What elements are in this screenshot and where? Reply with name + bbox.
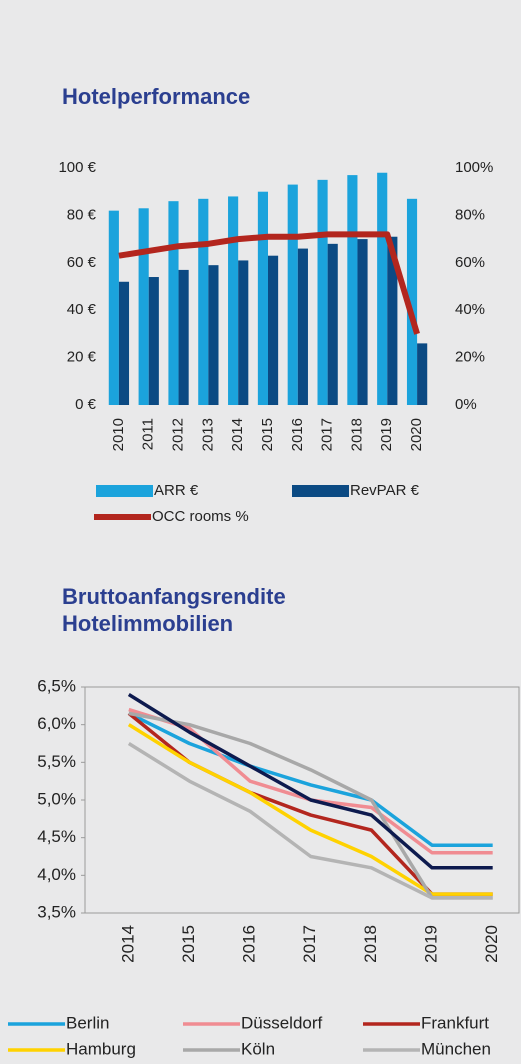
chart-title: Bruttoanfangsrendite Hotelimmobilien (62, 584, 286, 636)
bar (317, 179, 328, 405)
x-tick-label: 2018 (348, 418, 365, 451)
bar (178, 269, 189, 405)
bar (168, 201, 179, 405)
bar (327, 243, 338, 405)
legend-label: München (421, 1039, 491, 1058)
legend-label: Berlin (66, 1013, 109, 1032)
y2-tick-label: 0% (455, 396, 477, 413)
x-tick-label: 2020 (408, 418, 425, 451)
bar (297, 248, 308, 405)
y-tick-label: 6,0% (37, 714, 76, 733)
y-tick-label: 5,0% (37, 789, 76, 808)
bar (377, 172, 388, 405)
bar (387, 236, 398, 405)
y-tick-label: 20 € (67, 349, 97, 366)
bar (238, 260, 249, 405)
legend-swatch (96, 485, 153, 497)
bar (108, 210, 119, 405)
bar (268, 255, 279, 405)
y2-tick-label: 80% (455, 206, 485, 223)
x-tick-label: 2011 (140, 418, 157, 450)
line-series (127, 742, 493, 900)
x-tick-label: 2017 (319, 418, 336, 451)
y-tick-label: 100 € (58, 159, 96, 176)
line-series (128, 711, 493, 847)
line-series (118, 231, 420, 335)
bar (257, 191, 268, 405)
y-tick-label: 60 € (67, 254, 97, 271)
x-tick-label: 2016 (240, 925, 259, 963)
y-tick-label: 80 € (67, 206, 97, 223)
line-series (127, 723, 493, 896)
x-tick-label: 2012 (170, 418, 187, 451)
y-tick-label: 4,0% (37, 865, 76, 884)
bar (406, 198, 418, 405)
chart-title: Hotelperformance (62, 84, 251, 109)
y2-tick-label: 20% (455, 349, 485, 366)
bar (417, 343, 428, 405)
bar (118, 281, 130, 405)
bar (357, 239, 368, 405)
x-tick-label: 2015 (259, 418, 276, 451)
bar (287, 184, 298, 405)
legend-label: Frankfurt (421, 1013, 489, 1032)
bar (138, 208, 149, 405)
legend-label: Hamburg (66, 1039, 136, 1058)
bar (208, 265, 219, 405)
y-tick-label: 0 € (75, 396, 97, 413)
legend-label: RevPAR € (350, 482, 420, 499)
plot-frame (84, 686, 520, 914)
bar (148, 277, 159, 405)
x-tick-label: 2019 (378, 418, 395, 451)
legend-label: OCC rooms % (152, 508, 249, 525)
bar (228, 196, 239, 405)
x-tick-label: 2016 (289, 418, 306, 451)
y-tick-label: 6,5% (37, 676, 76, 695)
x-tick-label: 2014 (229, 418, 246, 451)
x-tick-label: 2015 (179, 925, 198, 963)
x-tick-label: 2010 (110, 418, 127, 451)
bar (347, 175, 358, 405)
bar (198, 198, 209, 405)
y2-tick-label: 40% (455, 301, 485, 318)
y-tick-label: 40 € (67, 301, 97, 318)
x-tick-label: 2020 (482, 925, 501, 963)
legend-swatch (292, 485, 349, 497)
x-tick-label: 2017 (300, 925, 319, 963)
legend-label: ARR € (154, 482, 199, 499)
x-tick-label: 2014 (118, 925, 137, 963)
line-series (127, 693, 493, 870)
y-tick-label: 5,5% (37, 752, 76, 771)
x-tick-label: 2013 (199, 418, 216, 451)
x-tick-label: 2018 (361, 925, 380, 963)
legend-label: Köln (241, 1039, 275, 1058)
x-tick-label: 2019 (422, 925, 441, 963)
legend-label: Düsseldorf (241, 1013, 323, 1032)
y2-tick-label: 100% (455, 159, 493, 176)
y-tick-label: 3,5% (37, 902, 76, 921)
y-tick-label: 4,5% (37, 827, 76, 846)
y2-tick-label: 60% (455, 254, 485, 271)
